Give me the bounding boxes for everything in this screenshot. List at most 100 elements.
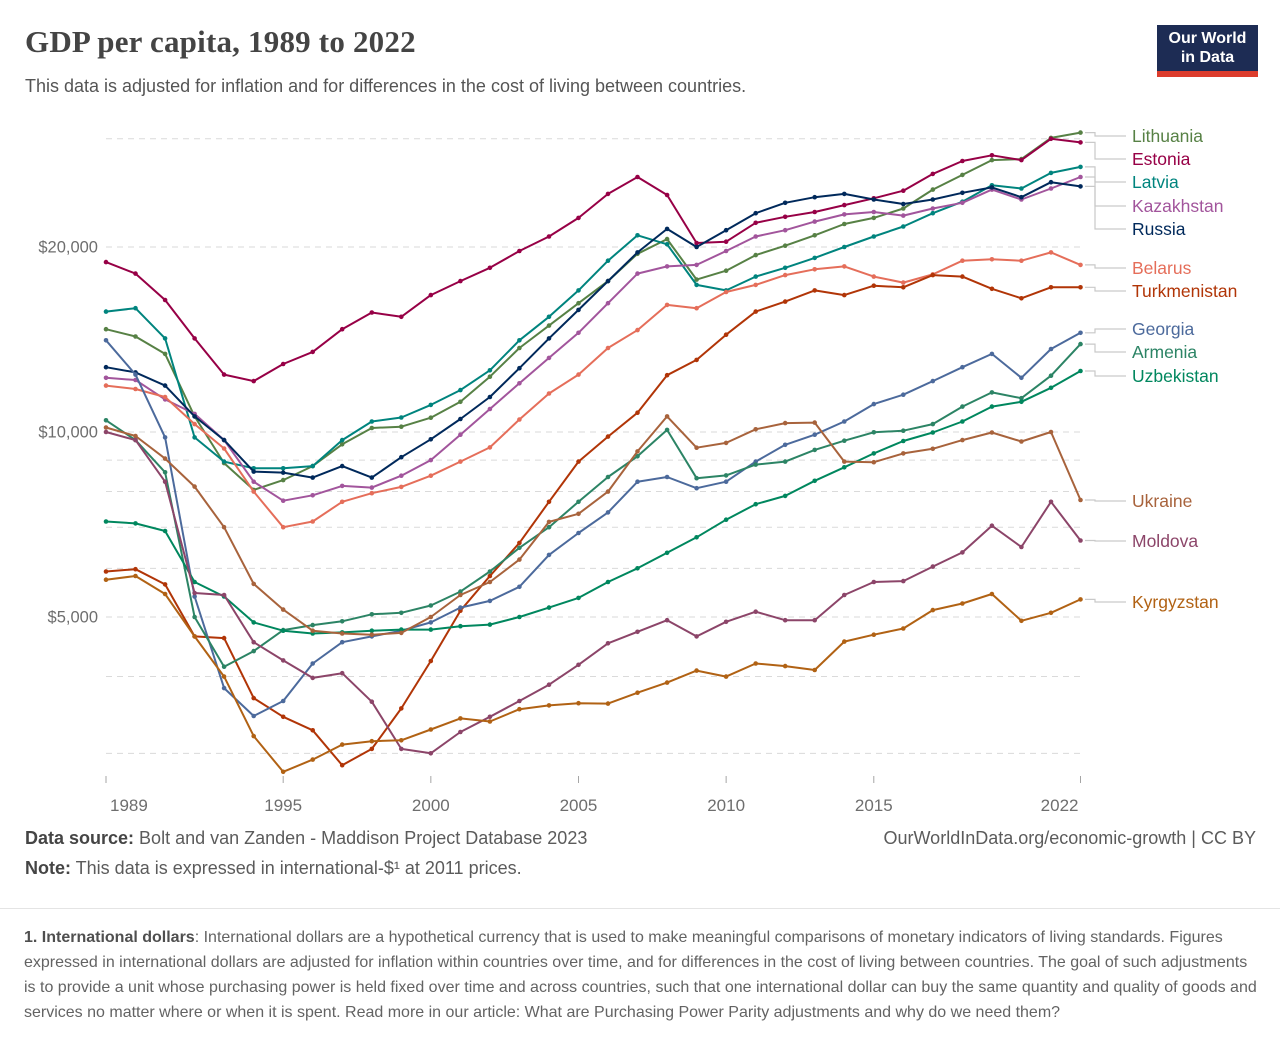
- point-belarus-1994: [251, 489, 256, 494]
- point-georgia-1996: [310, 661, 316, 666]
- legend-label-moldova[interactable]: Moldova: [1132, 531, 1198, 551]
- point-ukraine-1989: [103, 425, 109, 430]
- legend-label-ukraine[interactable]: Ukraine: [1132, 491, 1192, 511]
- point-russia-1998: [369, 475, 375, 480]
- legend-label-russia[interactable]: Russia: [1132, 219, 1186, 239]
- legend-label-uzbekistan[interactable]: Uzbekistan: [1132, 366, 1219, 386]
- point-turkmenistan-2016: [901, 285, 906, 290]
- point-georgia-2017: [930, 378, 936, 384]
- point-armenia-1992: [192, 614, 197, 620]
- point-turkmenistan-2003: [517, 540, 522, 546]
- point-turkmenistan-2019: [989, 286, 995, 292]
- page-title: GDP per capita, 1989 to 2022: [25, 24, 416, 59]
- point-russia-2020: [1019, 194, 1024, 200]
- point-kyrgyzstan-2018: [960, 601, 965, 606]
- point-russia-2003: [517, 365, 522, 371]
- line-russia[interactable]: [105, 181, 1081, 479]
- point-turkmenistan-1996: [310, 728, 316, 733]
- point-georgia-2008: [664, 474, 670, 480]
- point-turkmenistan-2017: [930, 272, 936, 278]
- line-kyrgyzstan[interactable]: [105, 575, 1081, 773]
- point-armenia-2006: [605, 474, 611, 480]
- point-russia-2005: [576, 307, 581, 313]
- x-axis-label-1989: 1989: [110, 796, 148, 815]
- line-moldova[interactable]: [105, 431, 1082, 755]
- legend-label-armenia[interactable]: Armenia: [1132, 342, 1197, 362]
- point-kazakhstan-2022: [1078, 174, 1083, 180]
- point-latvia-2020: [1019, 186, 1024, 191]
- point-ukraine-2011: [753, 427, 758, 432]
- line-uzbekistan[interactable]: [105, 370, 1081, 635]
- point-armenia-2000: [428, 603, 434, 608]
- point-lithuania-1990: [133, 334, 138, 339]
- point-uzbekistan-2000: [428, 627, 434, 632]
- line-ukraine[interactable]: [105, 415, 1082, 636]
- point-belarus-1999: [399, 484, 404, 490]
- point-belarus-1996: [310, 519, 316, 524]
- point-georgia-1997: [339, 639, 345, 645]
- chart-subtitle: This data is adjusted for inflation and …: [25, 76, 747, 96]
- point-kazakhstan-1989: [103, 375, 109, 381]
- point-ukraine-2008: [664, 414, 670, 419]
- legend-connector-belarus: [1085, 264, 1126, 269]
- point-uzbekistan-1990: [133, 521, 138, 526]
- point-turkmenistan-2004: [546, 499, 552, 505]
- line-lithuania[interactable]: [105, 131, 1081, 491]
- point-armenia-2013: [812, 447, 817, 453]
- point-belarus-1997: [339, 499, 345, 505]
- legend-connector-estonia: [1085, 141, 1126, 160]
- point-uzbekistan-1998: [369, 628, 375, 633]
- point-belarus-1993: [221, 446, 227, 451]
- point-belarus-2013: [812, 267, 817, 272]
- point-russia-2008: [664, 226, 670, 232]
- point-lithuania-2019: [989, 157, 995, 163]
- line-turkmenistan[interactable]: [105, 274, 1081, 767]
- point-estonia-1991: [162, 297, 168, 303]
- point-georgia-2009: [694, 485, 699, 491]
- point-russia-2021: [1048, 179, 1054, 185]
- point-ukraine-1999: [399, 630, 404, 636]
- point-georgia-2010: [723, 479, 729, 485]
- point-georgia-1995: [280, 698, 286, 704]
- legend-label-lithuania[interactable]: Lithuania: [1132, 126, 1203, 146]
- legend-label-belarus[interactable]: Belarus: [1132, 258, 1192, 278]
- legend-label-kyrgyzstan[interactable]: Kyrgyzstan: [1132, 592, 1219, 612]
- line-belarus[interactable]: [105, 251, 1081, 529]
- owid-logo[interactable]: Our World in Data: [1157, 25, 1258, 77]
- point-ukraine-1990: [133, 433, 138, 439]
- point-turkmenistan-2008: [664, 372, 670, 378]
- legend-label-estonia[interactable]: Estonia: [1132, 149, 1191, 169]
- line-latvia[interactable]: [105, 165, 1081, 470]
- legend-connector-latvia: [1085, 166, 1126, 183]
- point-lithuania-2009: [694, 277, 699, 282]
- point-armenia-1996: [310, 622, 316, 628]
- point-belarus-2022: [1078, 262, 1083, 268]
- point-kyrgyzstan-2010: [723, 674, 729, 679]
- line-estonia[interactable]: [105, 137, 1081, 383]
- point-georgia-2007: [635, 479, 640, 485]
- point-kyrgyzstan-2003: [517, 706, 522, 712]
- data-source-label: Data source:: [25, 828, 135, 848]
- point-georgia-1990: [133, 372, 138, 377]
- point-armenia-2004: [546, 524, 552, 530]
- point-russia-2018: [960, 190, 965, 196]
- line-georgia[interactable]: [105, 331, 1081, 717]
- legend-label-kazakhstan[interactable]: Kazakhstan: [1132, 196, 1223, 216]
- legend-label-georgia[interactable]: Georgia: [1132, 319, 1195, 339]
- footnote-text: : International dollars are a hypothetic…: [24, 929, 1257, 1021]
- attribution-link[interactable]: OurWorldInData.org/economic-growth | CC …: [883, 828, 1256, 848]
- point-moldova-2000: [428, 751, 434, 756]
- legend-label-turkmenistan[interactable]: Turkmenistan: [1132, 281, 1237, 301]
- point-georgia-2016: [901, 392, 906, 398]
- point-moldova-1991: [162, 479, 168, 485]
- point-moldova-2007: [635, 629, 640, 635]
- point-ukraine-2005: [576, 511, 581, 517]
- legend-label-latvia[interactable]: Latvia: [1132, 172, 1179, 192]
- x-axis-label-2022: 2022: [1041, 796, 1079, 815]
- point-kyrgyzstan-2004: [546, 703, 552, 708]
- line-kazakhstan[interactable]: [105, 176, 1081, 502]
- point-moldova-2015: [871, 579, 877, 585]
- data-source-text: Bolt and van Zanden - Maddison Project D…: [134, 828, 588, 848]
- point-latvia-2001: [458, 387, 463, 393]
- line-armenia[interactable]: [105, 343, 1082, 668]
